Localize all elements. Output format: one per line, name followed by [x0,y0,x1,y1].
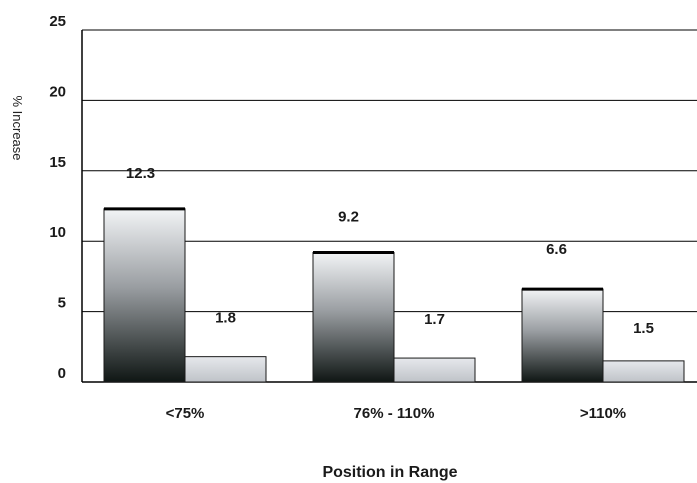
data-label-s0-0: 12.3 [126,165,155,182]
y-tick-label-25: 25 [49,13,66,30]
x-tick-label-0: <75% [166,405,205,422]
x-tick-label-2: >110% [580,405,626,422]
data-labels: 12.3 1.8 9.2 1.7 6.6 1.5 [126,165,654,337]
y-tick-label-15: 15 [49,154,66,171]
x-tick-label-1: 76% - 110% [354,405,435,422]
y-tick-label-20: 20 [49,83,66,100]
data-label-s1-2: 1.5 [633,320,654,337]
bar-s0-0 [103,208,186,383]
y-tick-label-10: 10 [49,224,66,241]
data-label-s1-1: 1.7 [424,311,445,328]
bar-s0-2 [521,288,604,383]
bar-s1-0 [184,356,267,383]
bar-s0-1 [312,251,395,383]
y-tick-labels: 0 5 10 15 20 25 [49,13,66,382]
data-label-s0-1: 9.2 [338,208,359,225]
bars [103,207,685,383]
data-label-s1-0: 1.8 [215,310,236,327]
bar-s1-1 [393,357,476,383]
y-tick-label-5: 5 [58,295,66,312]
y-tick-label-0: 0 [58,365,66,382]
x-tick-labels: <75% 76% - 110% >110% [166,405,627,422]
data-label-s0-2: 6.6 [546,241,567,258]
x-axis-title: Position in Range [322,464,457,481]
bar-s1-2 [602,360,685,383]
y-axis-title: % Increase [10,95,25,160]
